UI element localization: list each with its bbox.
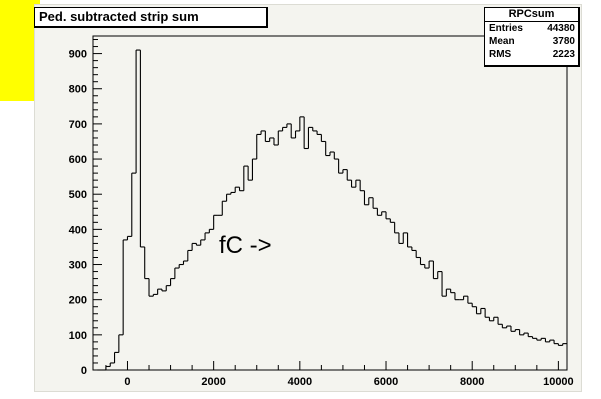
y-tick-label: 900 — [69, 49, 87, 61]
y-tick-label: 100 — [69, 330, 87, 342]
stats-box: RPCsum Entries 44380 Mean 3780 RMS 2223 — [484, 7, 580, 67]
y-tick-label: 500 — [69, 189, 87, 201]
y-tick-label: 200 — [69, 295, 87, 307]
stat-value: 3780 — [552, 36, 575, 47]
stat-row-entries: Entries 44380 — [485, 22, 578, 35]
x-tick-label: 2000 — [201, 376, 225, 388]
stat-label: RMS — [489, 49, 512, 60]
stat-value: 44380 — [547, 23, 575, 34]
chart-title: Ped. subtracted strip sum — [34, 7, 268, 28]
stat-value: 2223 — [552, 49, 575, 60]
stats-title: RPCsum — [485, 8, 578, 22]
x-tick-label: 0 — [124, 376, 130, 388]
yellow-highlight-patch — [0, 0, 40, 101]
x-tick-label: 4000 — [288, 376, 312, 388]
stat-row-rms: RMS 2223 — [485, 48, 578, 61]
axis-unit-annotation: fC -> — [219, 232, 272, 259]
plot-area-frame — [92, 35, 568, 371]
y-tick-label: 600 — [69, 154, 87, 166]
x-tick-label: 6000 — [374, 376, 398, 388]
stat-row-mean: Mean 3780 — [485, 35, 578, 48]
y-tick-label: 0 — [81, 365, 87, 377]
y-tick-label: 700 — [69, 119, 87, 131]
x-tick-label: 8000 — [460, 376, 484, 388]
stat-label: Mean — [489, 36, 515, 47]
plot-canvas — [34, 4, 582, 392]
y-tick-label: 800 — [69, 84, 87, 96]
y-tick-label: 300 — [69, 260, 87, 272]
y-tick-label: 400 — [69, 224, 87, 236]
stat-label: Entries — [489, 23, 523, 34]
x-tick-label: 10000 — [543, 376, 574, 388]
